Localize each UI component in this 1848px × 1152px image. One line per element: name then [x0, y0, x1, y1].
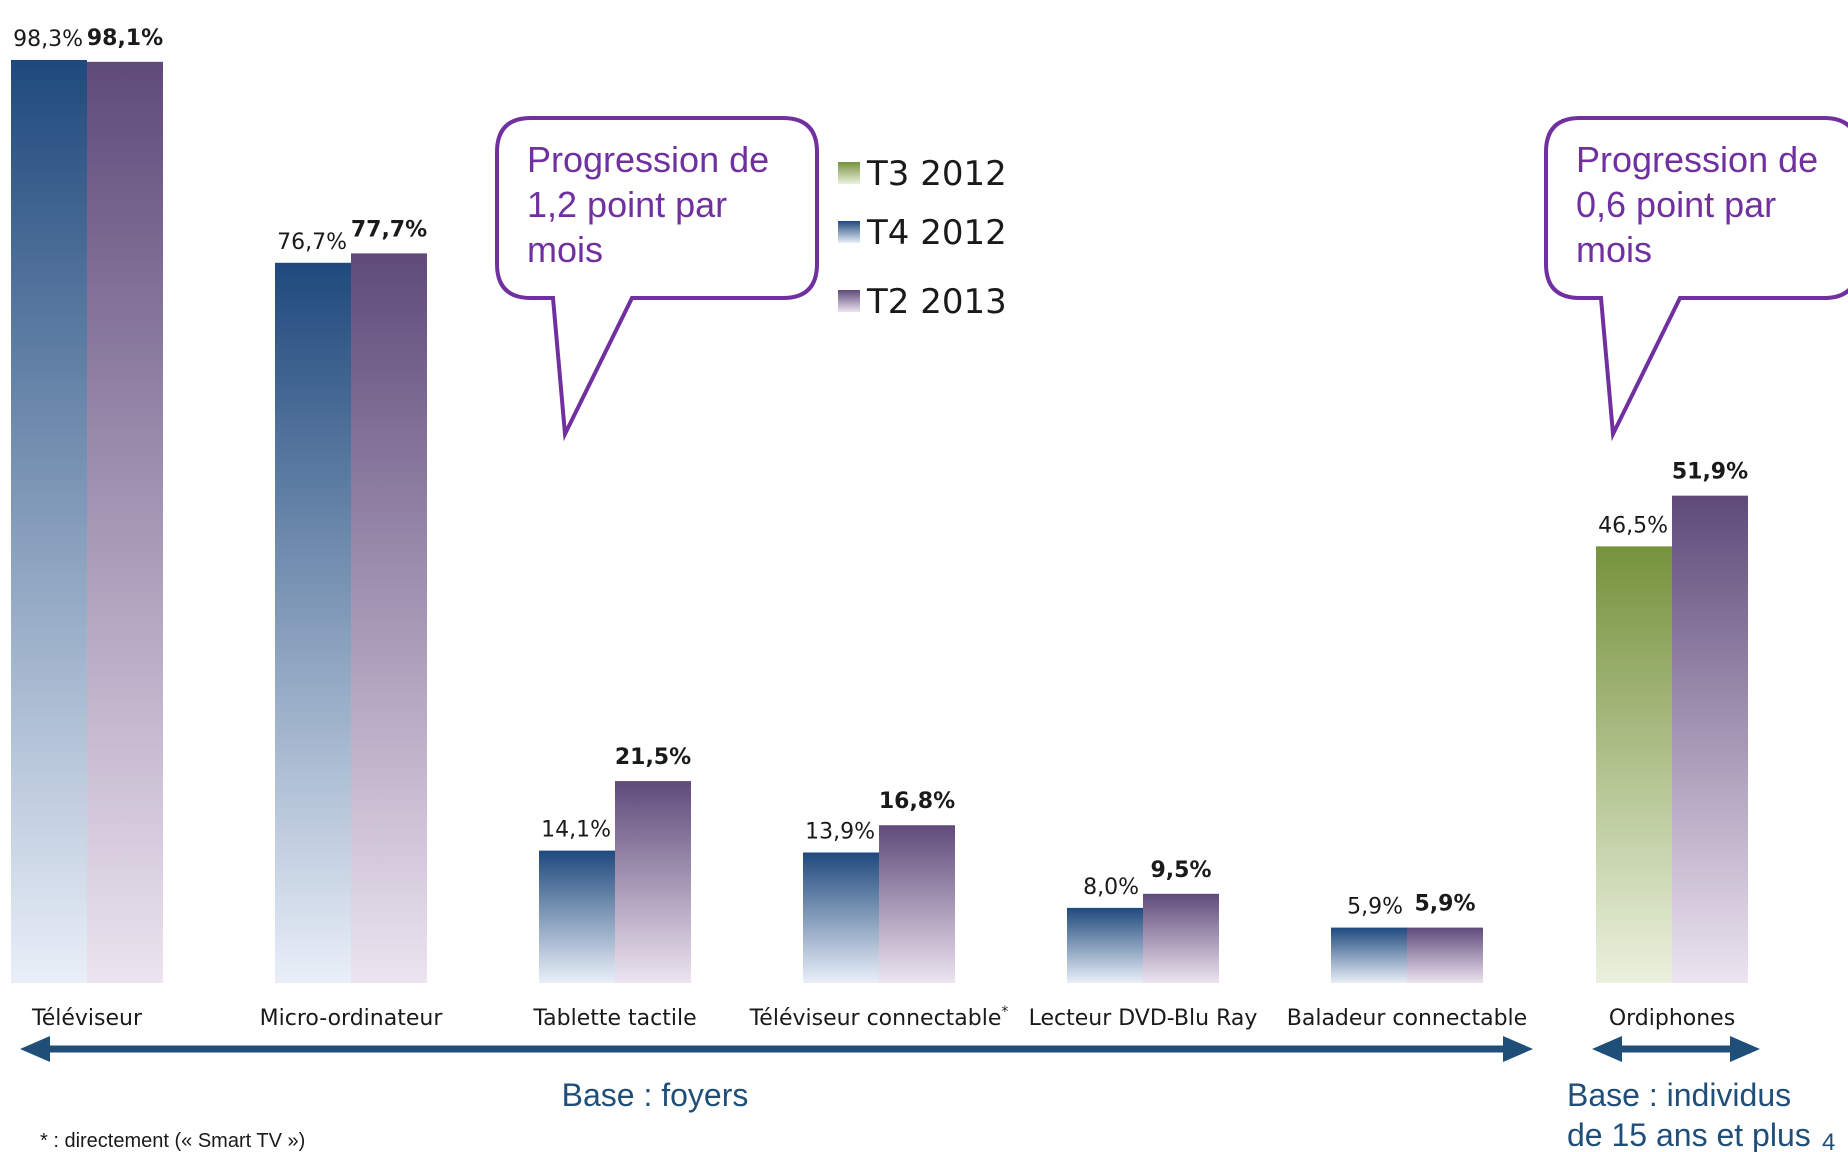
legend-item-t4-2012: T4 2012 [838, 213, 1007, 253]
footnote: * : directement (« Smart TV ») [40, 1130, 305, 1152]
callout-bubble [495, 116, 819, 442]
bar-televiseur-connectable-t4-2012 [803, 852, 879, 983]
value-label-televiseur-connectable-t2-2013: 16,8% [879, 789, 955, 814]
category-label-micro-ordinateur: Micro-ordinateur [260, 1006, 444, 1031]
bar-baladeur-connectable-t2-2013 [1407, 927, 1483, 983]
bar-ordiphones-t3-2012 [1596, 546, 1672, 983]
legend-item-t2-2013: T2 2013 [838, 282, 1007, 322]
footnote-marker: * [1001, 1004, 1008, 1020]
base-label-2: Base : individus [1567, 1077, 1791, 1113]
callout-text-line: 1,2 point par [527, 184, 727, 225]
value-label-ordiphones-t2-2013: 51,9% [1672, 460, 1748, 485]
value-label-micro-ordinateur-t2-2013: 77,7% [351, 217, 427, 242]
bar-lecteur-dvd-blu-ray-t4-2012 [1067, 907, 1143, 983]
page-number: 4 [1822, 1129, 1835, 1152]
bar-micro-ordinateur-t4-2012 [275, 262, 351, 983]
value-label-micro-ordinateur-t4-2012: 76,7% [277, 230, 347, 255]
category-label-baladeur-connectable: Baladeur connectable [1287, 1006, 1527, 1031]
category-label-tablette-tactile: Tablette tactile [532, 1006, 696, 1031]
bar-tablette-tactile-t2-2013 [615, 781, 691, 983]
value-label-tablette-tactile-t2-2013: 21,5% [615, 745, 691, 770]
callout-text-line: mois [527, 229, 603, 270]
value-label-baladeur-connectable-t4-2012: 5,9% [1347, 895, 1403, 920]
category-label-ordiphones: Ordiphones [1609, 1006, 1735, 1031]
callout-text-line: 0,6 point par [1576, 184, 1776, 225]
category-label-televiseur-connectable: Téléviseur connectable* [749, 1004, 1009, 1031]
base-label-2: de 15 ans et plus [1567, 1117, 1811, 1152]
callout-text-line: Progression de [1576, 139, 1818, 180]
bar-lecteur-dvd-blu-ray-t2-2013 [1143, 893, 1219, 983]
callout-bubble [1544, 116, 1848, 442]
bar-ordiphones-t2-2013 [1672, 495, 1748, 983]
value-label-televiseur-t4-2012: 98,3% [13, 27, 83, 52]
value-label-televiseur-connectable-t4-2012: 13,9% [805, 819, 875, 844]
value-label-ordiphones-t3-2012: 46,5% [1598, 513, 1668, 538]
value-label-baladeur-connectable-t2-2013: 5,9% [1414, 892, 1475, 917]
value-label-tablette-tactile-t4-2012: 14,1% [541, 818, 611, 843]
value-label-televiseur-t2-2013: 98,1% [87, 26, 163, 51]
callout-text-line: Progression de [527, 139, 769, 180]
legend-swatch [838, 221, 860, 243]
base-label-1: Base : foyers [562, 1077, 749, 1113]
value-label-lecteur-dvd-blu-ray-t2-2013: 9,5% [1150, 858, 1211, 883]
bar-tablette-tactile-t4-2012 [539, 850, 615, 983]
bar-micro-ordinateur-t2-2013 [351, 253, 427, 984]
bar-televiseur-t4-2012 [11, 59, 87, 983]
callout-text-line: mois [1576, 229, 1652, 270]
legend-label: T4 2012 [866, 213, 1007, 253]
category-label-televiseur: Téléviseur [31, 1006, 143, 1031]
base-arrow-individus [1592, 1036, 1760, 1062]
category-label-lecteur-dvd-blu-ray: Lecteur DVD-Blu Ray [1029, 1006, 1258, 1031]
base-arrow-foyers [20, 1036, 1533, 1062]
bar-televiseur-connectable-t2-2013 [879, 825, 955, 983]
legend-item-t3-2012: T3 2012 [838, 154, 1007, 194]
value-label-lecteur-dvd-blu-ray-t4-2012: 8,0% [1083, 875, 1139, 900]
legend-label: T3 2012 [866, 154, 1007, 194]
legend-swatch [838, 162, 860, 184]
bar-televiseur-t2-2013 [87, 61, 163, 983]
legend-label: T2 2013 [866, 282, 1007, 322]
bar-baladeur-connectable-t4-2012 [1331, 927, 1407, 983]
legend-swatch [838, 290, 860, 312]
